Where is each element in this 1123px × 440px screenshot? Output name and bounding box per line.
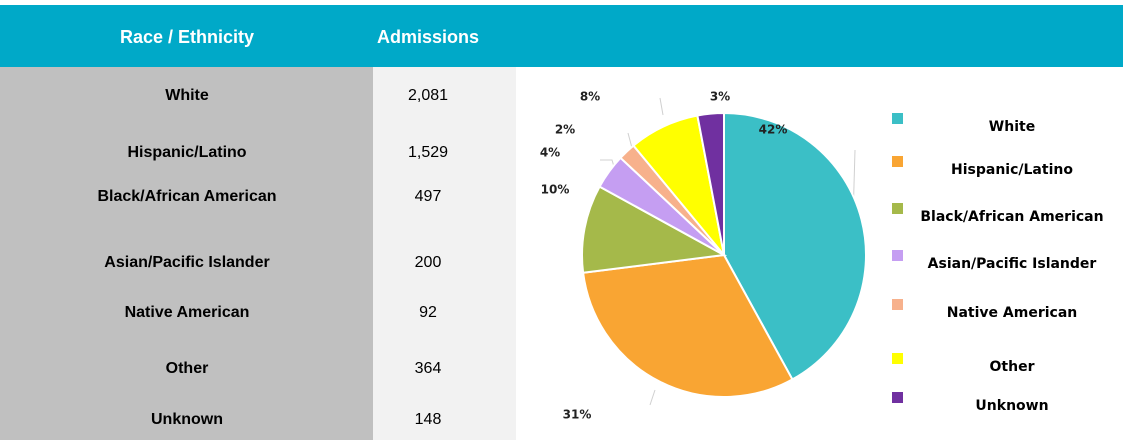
slice-label: 3% [710, 90, 730, 104]
value-column [373, 67, 516, 440]
row-name: White [165, 87, 209, 104]
legend-swatch [892, 250, 903, 261]
legend-swatch [892, 156, 903, 167]
legend-label: Asian/Pacific Islander [928, 256, 1097, 272]
slice-label: 31% [563, 408, 592, 422]
row-name: Unknown [151, 411, 223, 428]
row-name: Other [166, 360, 209, 377]
legend-swatch [892, 299, 903, 310]
row-name: Black/African American [97, 188, 276, 205]
slice-label: 42% [759, 123, 788, 137]
row-value: 497 [415, 188, 442, 205]
name-column [0, 67, 373, 440]
legend-label: Black/African American [920, 209, 1103, 225]
row-name: Asian/Pacific Islander [104, 254, 269, 271]
legend-label: Native American [947, 305, 1077, 321]
legend-label: Other [990, 359, 1035, 375]
row-name: Hispanic/Latino [127, 144, 246, 161]
pie-slice [723, 111, 867, 381]
pie-slice [581, 185, 728, 274]
legend-label: White [989, 119, 1035, 135]
row-value: 148 [415, 411, 442, 428]
slice-label: 2% [555, 123, 575, 137]
pie-slice [582, 253, 794, 398]
legend-label: Hispanic/Latino [951, 162, 1073, 178]
slice-label: 8% [580, 90, 600, 104]
row-value: 92 [419, 304, 437, 321]
header-cell: Race / Ethnicity [120, 27, 254, 47]
row-value: 364 [415, 360, 442, 377]
pie-slice [696, 111, 725, 256]
legend-swatch [892, 392, 903, 403]
row-value: 200 [415, 254, 442, 271]
legend-swatch [892, 113, 903, 124]
row-name: Native American [125, 304, 250, 321]
slice-label: 10% [541, 183, 570, 197]
legend-swatch [892, 203, 903, 214]
row-value: 1,529 [408, 144, 448, 161]
slice-label: 4% [540, 146, 560, 160]
header-cell: Admissions [377, 27, 479, 47]
header-bar [0, 5, 1123, 67]
row-value: 2,081 [408, 87, 448, 104]
legend-label: Unknown [975, 398, 1048, 414]
legend-swatch [892, 353, 903, 364]
